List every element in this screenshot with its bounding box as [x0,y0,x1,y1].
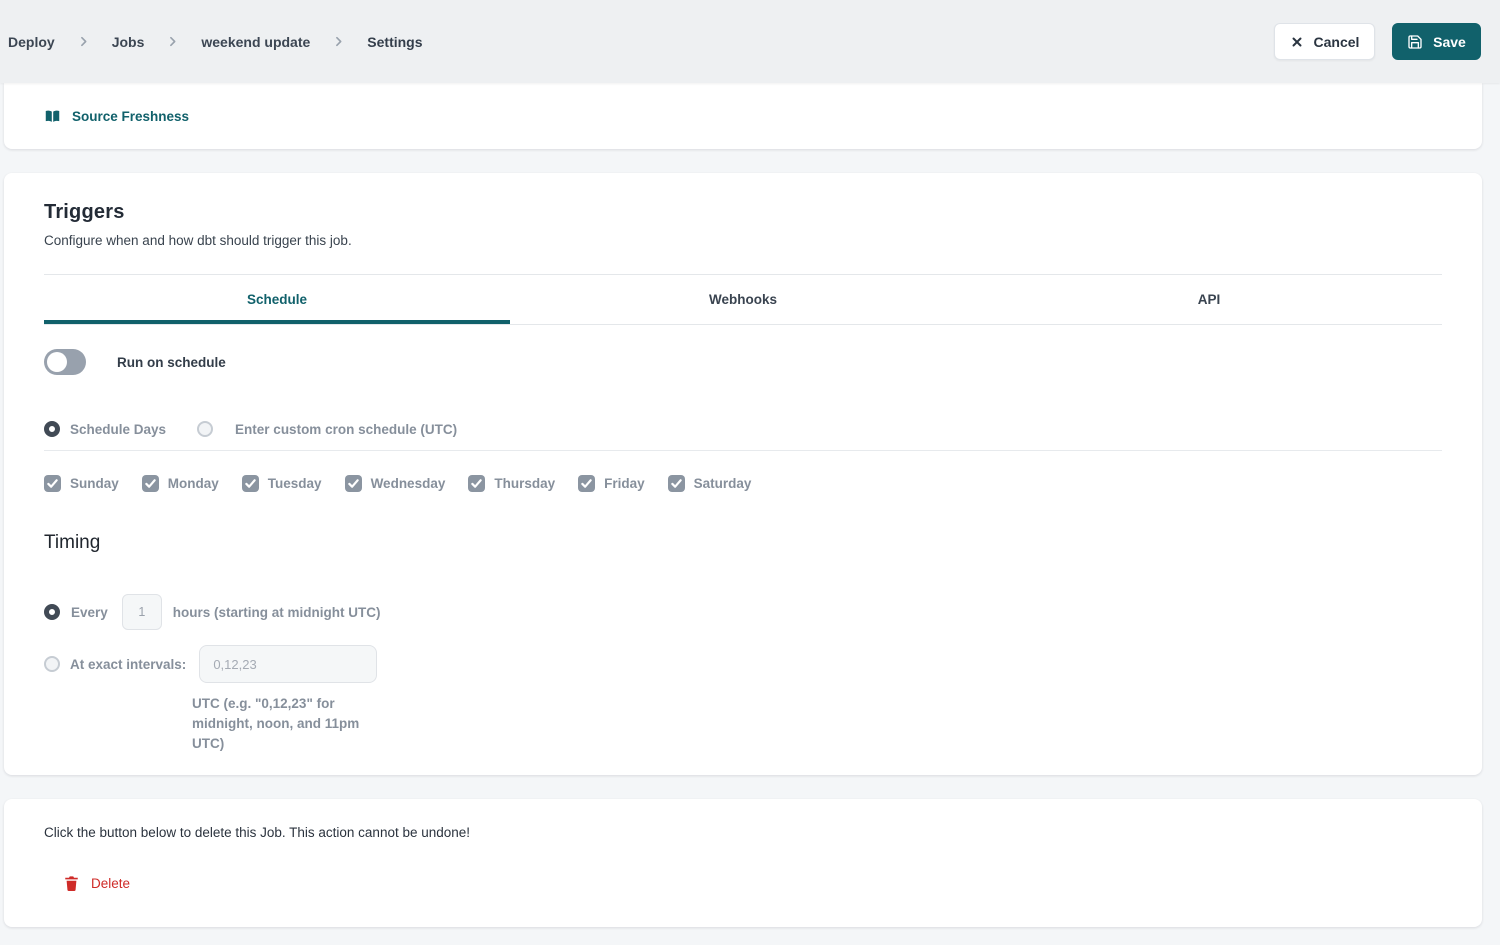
chevron-right-icon [332,35,345,48]
timing-every-row: Every hours (starting at midnight UTC) [44,594,1442,630]
timing-title: Timing [44,532,101,553]
chevron-right-icon [77,35,90,48]
day-label: Thursday [494,476,556,491]
exact-intervals-radio[interactable] [44,656,60,672]
open-book-icon [44,108,61,125]
exact-intervals-input[interactable] [199,645,378,683]
hours-suffix-label: hours (starting at midnight UTC) [172,604,381,620]
cancel-button[interactable]: Cancel [1274,23,1375,60]
breadcrumb-deploy[interactable]: Deploy [8,33,55,50]
checkbox-checked-icon [578,475,596,492]
save-disk-icon [1407,34,1423,50]
day-label: Saturday [693,476,752,491]
every-label: Every [71,604,108,620]
day-checkbox-saturday[interactable]: Saturday [667,475,752,492]
day-label: Monday [167,476,219,491]
delete-job-card: Click the button below to delete this Jo… [4,799,1482,927]
settings-content: Source Freshness Triggers Configure when… [0,83,1500,927]
checkbox-checked-icon [344,475,362,492]
run-on-schedule-row: Run on schedule [44,349,1442,375]
run-on-schedule-toggle[interactable] [44,349,86,375]
source-freshness-label: Source Freshness [72,108,190,124]
every-hours-radio[interactable] [44,604,60,620]
exact-intervals-help-text: UTC (e.g. "0,12,23" for midnight, noon, … [192,696,360,751]
delete-warning-text: Click the button below to delete this Jo… [44,825,471,840]
cancel-label: Cancel [1313,33,1360,50]
day-checkbox-tuesday[interactable]: Tuesday [241,475,322,492]
delete-button[interactable]: Delete [58,871,136,896]
trash-icon [64,875,79,892]
save-label: Save [1433,33,1466,50]
custom-cron-label: Enter custom cron schedule (UTC) [235,421,458,437]
section-divider [44,450,1442,451]
day-checkbox-friday[interactable]: Friday [578,475,645,492]
tab-api[interactable]: API [1197,292,1221,307]
save-button[interactable]: Save [1392,23,1481,60]
toggle-knob [47,352,67,372]
breadcrumb: Deploy Jobs weekend update Settings [8,34,423,50]
triggers-subtitle: Configure when and how dbt should trigge… [44,233,352,248]
tab-schedule[interactable]: Schedule [44,275,510,324]
triggers-card: Triggers Configure when and how dbt shou… [4,173,1482,775]
day-checkbox-sunday[interactable]: Sunday [44,475,119,492]
schedule-type-options: Schedule Days Enter custom cron schedule… [44,421,1442,437]
source-freshness-link[interactable]: Source Freshness [44,108,189,125]
breadcrumb-jobs[interactable]: Jobs [111,33,145,50]
run-on-schedule-label: Run on schedule [117,354,226,370]
close-icon [1290,35,1304,49]
checkbox-checked-icon [468,475,486,492]
day-checkbox-thursday[interactable]: Thursday [468,475,555,492]
day-label: Tuesday [267,476,322,491]
day-label: Sunday [70,476,119,491]
schedule-days-radio[interactable] [44,421,60,437]
execution-settings-card: Source Freshness [4,83,1482,149]
timing-exact-row: At exact intervals: [44,645,1442,683]
day-checkbox-wednesday[interactable]: Wednesday [344,475,446,492]
breadcrumb-job-name[interactable]: weekend update [201,33,311,50]
exact-intervals-label: At exact intervals: [70,656,187,672]
breadcrumb-settings: Settings [367,33,423,50]
schedule-days-label: Schedule Days [70,421,167,437]
checkbox-checked-icon [667,475,685,492]
checkbox-checked-icon [241,475,259,492]
header-actions: Cancel Save [1274,23,1481,60]
hours-interval-input[interactable] [121,594,162,630]
day-checkbox-monday[interactable]: Monday [141,475,219,492]
top-header: Deploy Jobs weekend update Settings Canc… [0,0,1500,83]
chevron-right-icon [166,35,179,48]
schedule-days-row: Sunday Monday Tuesday Wednesday Thursday… [44,475,1442,492]
checkbox-checked-icon [44,475,61,492]
day-label: Friday [604,476,645,491]
day-label: Wednesday [370,476,446,491]
checkbox-checked-icon [141,475,159,492]
tab-webhooks[interactable]: Webhooks [708,292,777,307]
custom-cron-radio[interactable] [197,421,214,437]
trigger-tabs: Schedule Webhooks API [44,274,1442,325]
delete-label: Delete [91,876,131,891]
triggers-title: Triggers [44,201,125,223]
